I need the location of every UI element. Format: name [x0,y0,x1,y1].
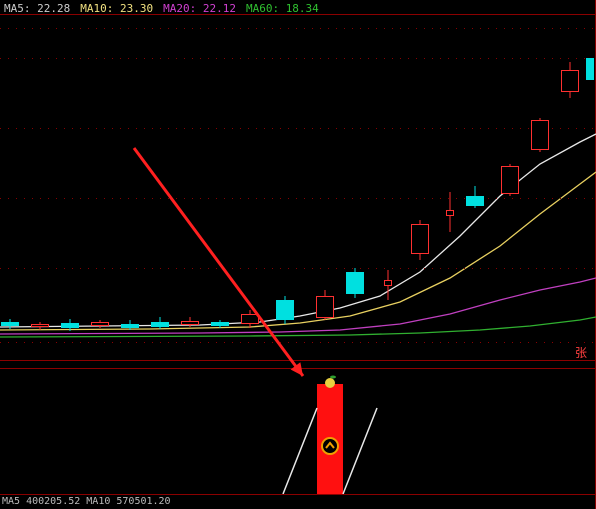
indicator-subchart[interactable] [0,368,596,494]
candle [384,14,392,360]
subchart-overlay [0,368,596,494]
candlestick-chart[interactable] [0,14,596,360]
fruit-icon [323,374,337,388]
candle [151,14,169,360]
candle [31,14,49,360]
candle [446,14,454,360]
candle [276,14,294,360]
candle [561,14,579,360]
candle [411,14,429,360]
candle [61,14,79,360]
candle [316,14,334,360]
candle [531,14,549,360]
candle [211,14,229,360]
candle [466,14,484,360]
candle [346,14,364,360]
candle [586,14,594,360]
subchart-legend: MA5 400205.52 MA10 570501.20 [2,496,171,507]
marker-char: 张 [575,344,587,361]
candle [181,14,199,360]
chart-separator [0,360,596,361]
candle [241,14,259,360]
candle [1,14,19,360]
candle [91,14,109,360]
candle [501,14,519,360]
candle [121,14,139,360]
subchart-bottom-border [0,494,596,495]
